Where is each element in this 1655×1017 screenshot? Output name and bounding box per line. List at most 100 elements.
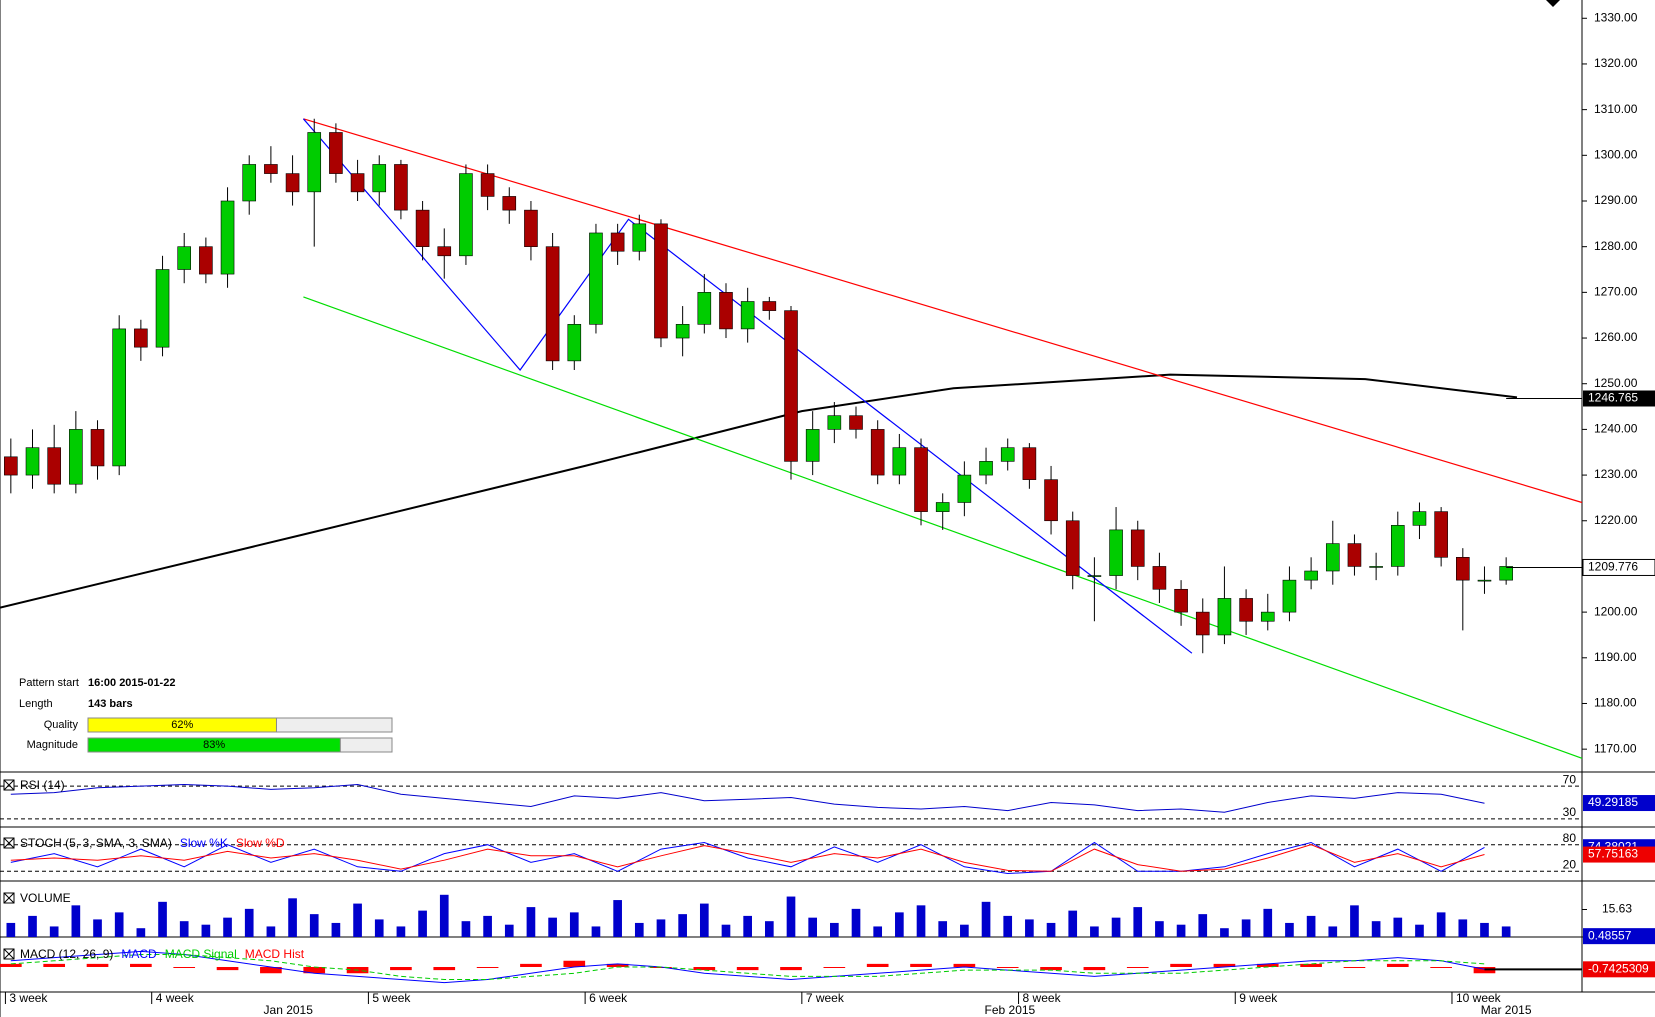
legend-entry: Slow %K — [180, 836, 228, 850]
y-tick-label: 1180.00 — [1594, 696, 1637, 710]
histogram-bar — [1040, 967, 1062, 971]
y-tick-label: 1200.00 — [1594, 604, 1638, 618]
meter-fill — [87, 737, 341, 753]
volume-bar — [1328, 926, 1338, 937]
indicator-line — [10, 844, 1485, 872]
candle-body — [849, 415, 863, 430]
volume-bar — [266, 926, 276, 937]
y-tick-label: 1240.00 — [1594, 422, 1638, 436]
candle-body — [1499, 566, 1513, 581]
volume-bar — [764, 921, 774, 937]
candle-body — [1044, 479, 1058, 522]
y-tick-label: 1250.00 — [1594, 376, 1638, 390]
volume-bar — [591, 926, 601, 937]
volume-bar — [916, 905, 926, 937]
panel-icon-box — [3, 892, 15, 904]
volume-bar — [526, 907, 536, 937]
histogram-bar — [1343, 967, 1366, 968]
x-tick-label: 5 week — [372, 991, 411, 1005]
candle-body — [827, 415, 842, 430]
y-tick-label: 1170.00 — [1594, 741, 1637, 755]
candle-body — [69, 429, 83, 485]
candle-body — [610, 232, 625, 252]
panel-title: STOCH (5, 3, SMA, 3, SMA) Slow %K Slow %D — [20, 836, 285, 850]
volume-bar — [374, 919, 384, 937]
pattern-start: 16:00 2015-01-22 — [88, 677, 175, 689]
volume-bar — [1111, 917, 1121, 937]
x-tick-label: 8 week — [1023, 991, 1062, 1005]
histogram-bar — [390, 967, 412, 971]
y-tick-label: 1290.00 — [1594, 193, 1638, 207]
panel-title-text: MACD (12, 26, 9) — [20, 947, 113, 961]
histogram-bar — [1300, 963, 1322, 967]
volume-bar — [1501, 926, 1511, 937]
volume-bar — [1090, 926, 1099, 937]
volume-bar — [114, 912, 124, 937]
histogram-bar — [216, 967, 239, 971]
histogram-bar — [476, 967, 499, 968]
volume-bar — [786, 896, 796, 937]
value-label: 0.48557 — [1588, 928, 1632, 942]
candle-body — [697, 292, 712, 325]
candle-body — [870, 429, 885, 476]
candle-body — [762, 301, 777, 311]
trend-line — [303, 118, 1583, 504]
meter-label: 83% — [203, 739, 225, 751]
value-box — [1583, 795, 1655, 812]
candle-body — [134, 328, 148, 348]
value-box — [1583, 846, 1655, 863]
candle-body — [264, 164, 278, 174]
candle-body — [1347, 543, 1362, 567]
volume-bar — [1371, 921, 1381, 937]
y-tick-label: 1330.00 — [1594, 10, 1638, 24]
panel-icon-box — [3, 779, 15, 791]
candle-body — [979, 461, 993, 476]
pattern-label: Length — [19, 698, 53, 710]
volume-bar — [1306, 915, 1316, 937]
candle-body — [1325, 543, 1340, 572]
y-tick-label: 1190.00 — [1594, 650, 1637, 664]
histogram-bar — [823, 967, 846, 968]
volume-bar — [353, 903, 362, 937]
candle-body — [892, 447, 907, 476]
candle-body — [1195, 611, 1210, 636]
panel-icon-cross — [3, 837, 15, 849]
value-label: 1246.765 — [1588, 391, 1638, 405]
volume-bar — [396, 926, 406, 937]
volume-bar — [981, 901, 991, 937]
histogram-bar — [433, 967, 456, 971]
candle-body — [480, 173, 495, 197]
histogram-bar — [866, 963, 889, 967]
candle-body — [1217, 598, 1232, 636]
panel-title: VOLUME — [20, 891, 71, 905]
volume-bar — [1415, 924, 1424, 937]
candle-body — [1434, 511, 1448, 558]
volume-bar — [71, 905, 81, 937]
histogram-bar — [1430, 967, 1452, 968]
candle-body — [415, 209, 430, 247]
volume-bar — [1025, 919, 1034, 937]
level-label: 30 — [1563, 805, 1577, 819]
volume-bar — [808, 917, 818, 937]
y-tick-label: 1300.00 — [1594, 147, 1638, 161]
value-box — [1583, 390, 1655, 407]
volume-bar — [1133, 907, 1143, 937]
macd-line — [10, 950, 1485, 984]
candle-body — [1456, 557, 1470, 581]
histogram-bar — [996, 967, 1019, 968]
value-label: 49.29185 — [1588, 795, 1638, 809]
candle-body — [90, 429, 105, 467]
level-label: 70 — [1563, 772, 1577, 786]
volume-bar — [1436, 912, 1446, 937]
value-label: -0.7425309 — [1588, 961, 1649, 975]
volume-bar — [548, 917, 557, 937]
volume-bar — [851, 908, 861, 937]
pattern-label: Pattern start — [19, 677, 79, 689]
volume-bar — [179, 921, 189, 937]
volume-bar — [1241, 919, 1251, 937]
candle-body — [675, 324, 690, 339]
candle-body — [1022, 447, 1037, 480]
histogram-bar — [953, 963, 976, 967]
volume-bar — [1003, 915, 1013, 937]
